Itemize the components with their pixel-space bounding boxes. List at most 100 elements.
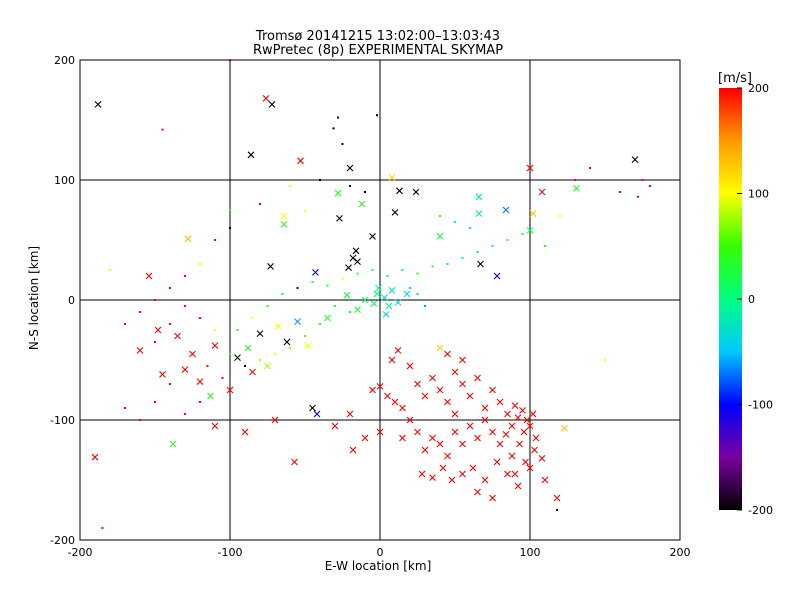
data-point-x [526,164,534,172]
data-point-x [369,233,376,240]
data-point-dot [154,299,156,301]
data-point-x [343,291,351,299]
data-point-dot [259,359,261,361]
data-point-x [421,446,429,454]
data-point-dot [521,233,524,235]
data-point-x [169,440,177,448]
data-point-x [385,302,393,310]
data-point-x [381,294,388,301]
y-tick-label: -100 [50,414,75,427]
data-point-x [466,392,474,400]
data-point-x [244,344,252,352]
data-point-dot [184,305,186,307]
data-point-x [573,185,580,192]
data-point-dot [124,407,126,409]
data-point-x [444,398,451,406]
data-point-x [384,392,391,400]
data-point-x [538,455,546,462]
data-point-x [247,151,255,159]
data-point-x [436,386,444,394]
data-point-dot [304,210,306,213]
data-point-dot [169,323,171,325]
data-point-dot [169,383,171,385]
data-point-dot [424,305,426,307]
data-point-x [262,95,270,102]
colorbar-tick-label: 0 [748,293,755,306]
data-point-dot [319,323,321,325]
data-point-x [280,212,288,220]
data-point-dot [454,221,456,223]
data-point-dot [281,293,284,295]
data-point-x [271,416,279,424]
data-point-dot [332,127,335,130]
data-point-dot [641,179,644,181]
x-axis-label: E-W location [km] [325,559,432,573]
data-point-x [394,347,402,354]
data-point-x [159,371,166,378]
data-point-x [394,299,402,306]
data-point-x [522,458,529,466]
data-point-dot [221,377,224,379]
data-point-x [291,458,298,466]
data-point-x [529,410,537,418]
data-point-x [373,290,381,298]
data-point-x [496,440,504,448]
data-point-dot [229,353,231,355]
data-point-x [358,200,366,208]
data-point-x [280,221,288,228]
data-point-dot [161,128,164,131]
data-point-x [391,398,399,406]
data-point-dot [376,114,378,117]
data-point-dot [544,245,546,247]
data-point-x [331,422,339,430]
data-point-dot [364,191,366,193]
data-point-x [414,380,421,388]
data-point-dot [619,191,621,193]
data-point-x [448,476,456,484]
data-point-x [174,332,181,340]
data-point-dot [589,167,591,169]
data-point-dot [326,284,329,287]
data-point-x [376,428,384,436]
data-point-dot [446,263,449,265]
data-point-x [421,392,429,400]
data-point-x [382,311,390,318]
data-point-x [541,476,549,484]
data-point-dot [289,185,291,187]
data-point-dot [559,215,561,217]
data-point-x [361,296,369,304]
data-point-x [538,188,546,196]
data-point-x [297,157,304,165]
data-point-x [561,425,568,432]
data-point-x [496,398,504,406]
y-tick-label: 0 [68,294,75,307]
data-point-x [354,258,361,265]
x-tick-label: 200 [670,546,691,559]
x-tick-label: 0 [377,546,384,559]
x-axis-ticks: -200 -100 0 100 200 [68,60,691,559]
data-point-x [184,235,192,243]
data-point-x [429,434,436,442]
data-point-x [516,440,523,448]
data-point-x [346,164,354,172]
data-point-dot [184,413,186,415]
data-point-x [502,431,510,438]
x-tick-label: 100 [520,546,541,559]
data-point-dot [337,116,339,119]
data-point-x [349,446,357,454]
data-point-dot [574,179,576,181]
data-point-x [181,366,189,373]
data-point-dot [154,401,156,403]
data-point-x [474,488,481,496]
data-point-x [376,383,384,390]
data-point-x [514,482,522,490]
data-point-dot [214,329,216,331]
data-point-dot [356,272,359,275]
data-point-x [475,193,483,201]
data-point-x [136,347,144,354]
data-point-x [502,206,510,214]
data-point-dot [229,209,231,211]
data-point-x [459,440,466,448]
data-point-dot [431,265,434,268]
